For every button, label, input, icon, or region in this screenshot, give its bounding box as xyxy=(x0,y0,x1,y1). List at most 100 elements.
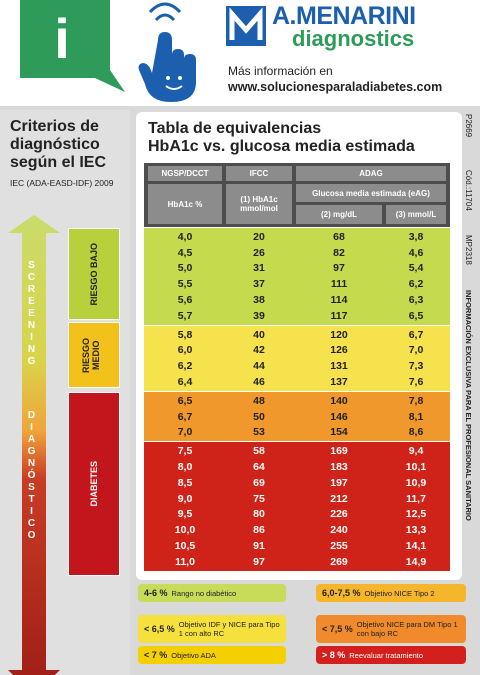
brand-name: A.MENARINI xyxy=(272,2,416,30)
header-cell: IFCC xyxy=(226,166,292,181)
table-cell: 212 xyxy=(330,492,348,505)
info-letter: i xyxy=(54,7,70,70)
table-cell: 146 xyxy=(330,410,348,423)
legend-item: < 6,5 % Objetivo IDF y NICE para Tipo 1 c… xyxy=(138,615,286,643)
legend-text: Objetivo NICE para DM Tipo 1 con bajo RC xyxy=(356,620,458,638)
zone: RIESGO MEDIO xyxy=(68,322,120,388)
legend-range: 6,0-7,5 % xyxy=(322,588,361,598)
table-cell: 8,0 xyxy=(177,461,193,474)
table-cell: 5,7 xyxy=(177,309,193,322)
table-cell: 154 xyxy=(330,426,348,439)
table-cell: 50 xyxy=(253,410,265,423)
table-cell: 14,9 xyxy=(405,555,427,568)
table-cell: 11,0 xyxy=(175,555,195,568)
table-subtitle: HbA1c vs. glucosa media estimada xyxy=(148,138,415,155)
table-cell: 39 xyxy=(253,309,265,322)
table-cell: 9,0 xyxy=(177,492,193,505)
table-cell: 7,8 xyxy=(408,394,424,407)
table-cell: 197 xyxy=(330,476,348,489)
legend-item: 6,0-7,5 % Objetivo NICE Tipo 2 xyxy=(316,584,466,602)
header-cell: HbA1c % xyxy=(148,184,222,224)
brand-logo xyxy=(226,6,266,46)
table-cell: 40 xyxy=(253,328,265,341)
table-cell: 226 xyxy=(330,508,348,521)
table-cell: 6,3 xyxy=(408,294,424,307)
table-cell: 6,2 xyxy=(408,278,424,291)
header-cell: ADAG xyxy=(296,166,446,181)
table-cell: 42 xyxy=(253,344,265,357)
header-cell: (3) mmol/L xyxy=(386,205,446,224)
table-cell: 7,5 xyxy=(177,445,193,458)
table-cell: 9,5 xyxy=(177,508,193,521)
table-cell: 82 xyxy=(333,246,345,259)
table-cell: 10,0 xyxy=(174,524,196,537)
arrow-label: DIAGNÓSTICO xyxy=(26,410,37,542)
table-cell: 97 xyxy=(253,555,265,568)
legend-range: 4-6 % xyxy=(144,588,168,598)
table-cell: 14,1 xyxy=(405,540,427,553)
table-cell: 5,0 xyxy=(177,262,193,275)
legend-text: Objetivo NICE Tipo 2 xyxy=(364,588,435,598)
brand-sub: diagnostics xyxy=(292,26,415,51)
legend-item: < 7,5 % Objetivo NICE para DM Tipo 1 con … xyxy=(316,615,466,643)
table-cell: 53 xyxy=(253,426,265,439)
info-icon: i xyxy=(20,0,125,92)
table-cell: 48 xyxy=(253,394,265,407)
table-cell: 117 xyxy=(330,309,348,322)
row-group xyxy=(144,392,450,442)
url[interactable]: www.solucionesparaladiabetes.com xyxy=(228,80,443,94)
table-cell: 3,8 xyxy=(408,230,424,243)
row-group xyxy=(144,442,450,571)
table-cell: 69 xyxy=(253,476,265,489)
row-group xyxy=(144,228,450,325)
table-cell: 5,5 xyxy=(177,278,193,291)
title-line: Criterios de xyxy=(10,118,99,135)
criteria-title: Criterios de diagnóstico según el IEC xyxy=(10,118,106,172)
title-line: según el IEC xyxy=(10,154,107,171)
legend-text: Objetivo ADA xyxy=(171,650,216,660)
side-code: Cód.:11704 xyxy=(464,170,473,211)
table-cell: 7,0 xyxy=(177,426,193,439)
zone-label: DIABETES xyxy=(89,461,99,507)
table-cell: 6,0 xyxy=(177,344,193,357)
table-cell: 4,5 xyxy=(177,246,193,259)
title-line: diagnóstico xyxy=(10,136,100,153)
table-cell: 7,3 xyxy=(408,360,424,373)
table-cell: 10,9 xyxy=(405,476,427,489)
table-cell: 140 xyxy=(330,394,348,407)
table-cell: 7,6 xyxy=(408,376,424,389)
table-cell: 6,7 xyxy=(408,328,424,341)
table-cell: 114 xyxy=(330,294,348,307)
legend-text: Reevaluar tratamiento xyxy=(349,650,424,660)
table-cell: 6,2 xyxy=(177,360,193,373)
zone-label: RIESGO BAJO xyxy=(89,242,99,306)
table-cell: 5,4 xyxy=(408,262,424,275)
table-cell: 20 xyxy=(253,230,265,243)
table-cell: 6,5 xyxy=(408,309,424,322)
row-group xyxy=(144,325,450,391)
header-cell: (1) HbA1c mmol/mol xyxy=(226,184,292,224)
zone: RIESGO BAJO xyxy=(68,228,120,320)
table-cell: 111 xyxy=(330,278,348,291)
arrow xyxy=(8,215,60,675)
legend-text: Objetivo IDF y NICE para Tipo 1 con alto… xyxy=(178,620,280,638)
table-cell: 5,8 xyxy=(177,328,193,341)
header-cell: (2) mg/dL xyxy=(296,205,382,224)
more-info: Más información en xyxy=(228,64,333,78)
legend-range: < 7,5 % xyxy=(322,624,353,634)
table-cell: 68 xyxy=(333,230,345,243)
table-cell: 75 xyxy=(253,492,265,505)
table-cell: 4,0 xyxy=(177,230,193,243)
header-cell: NGSP/DCCT xyxy=(148,166,222,181)
legend-item: 4-6 % Rango no diabético xyxy=(138,584,286,602)
table-cell: 91 xyxy=(253,540,265,553)
legend-range: < 7 % xyxy=(144,650,168,660)
table-cell: 97 xyxy=(333,262,345,275)
table-cell: 137 xyxy=(330,376,348,389)
table-cell: 7,0 xyxy=(408,344,424,357)
table-cell: 120 xyxy=(330,328,348,341)
side-code: MP2318 xyxy=(464,235,473,265)
table-cell: 240 xyxy=(330,524,348,537)
side-code: P2669 xyxy=(464,114,473,138)
